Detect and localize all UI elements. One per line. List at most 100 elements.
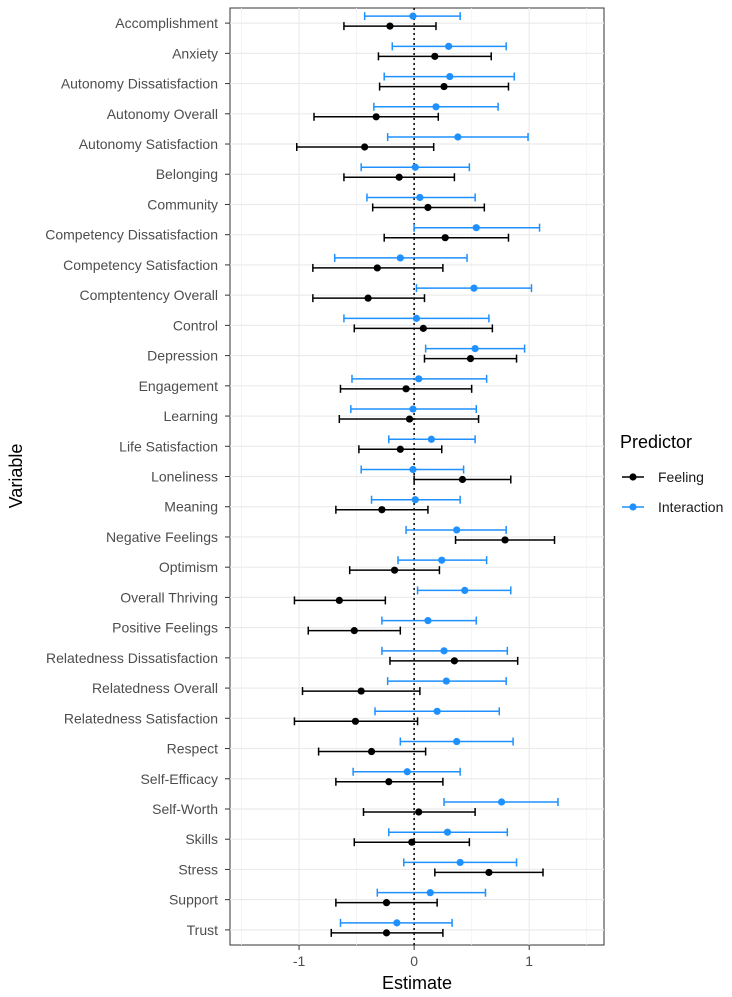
y-tick-label: Relatedness Dissatisfaction xyxy=(46,650,218,666)
estimate-point xyxy=(419,324,427,332)
estimate-point xyxy=(416,193,424,202)
estimate-point xyxy=(335,596,343,605)
y-tick-label: Comptentency Overall xyxy=(79,287,218,303)
estimate-point xyxy=(485,868,493,877)
estimate-point xyxy=(364,294,372,302)
estimate-point xyxy=(453,526,461,534)
y-tick-label: Learning xyxy=(164,408,219,424)
estimate-point xyxy=(411,163,419,171)
estimate-point xyxy=(427,435,435,443)
y-tick-label: Autonomy Satisfaction xyxy=(79,136,218,152)
y-tick-label: Depression xyxy=(147,348,218,364)
estimate-point xyxy=(466,354,475,363)
estimate-point xyxy=(445,42,453,50)
y-tick-label: Stress xyxy=(178,861,218,877)
estimate-point xyxy=(426,889,434,897)
estimate-point xyxy=(461,586,469,595)
estimate-point xyxy=(440,82,448,91)
estimate-point xyxy=(458,475,467,484)
y-tick-label: Skills xyxy=(185,831,218,847)
estimate-point xyxy=(442,677,450,685)
x-tick-label: 0 xyxy=(410,953,418,969)
y-tick-label: Meaning xyxy=(164,499,218,515)
estimate-point xyxy=(443,828,452,836)
estimate-point xyxy=(393,919,401,927)
estimate-point xyxy=(373,264,381,272)
estimate-point xyxy=(390,566,399,574)
estimate-point xyxy=(372,113,380,121)
y-tick-label: Control xyxy=(173,317,218,333)
y-tick-label: Support xyxy=(169,892,218,908)
y-tick-label: Overall Thriving xyxy=(120,589,218,605)
y-tick-label: Belonging xyxy=(156,166,218,182)
estimate-point xyxy=(432,103,440,111)
y-axis: Accomplishment Anxiety Autonomy Dissatisfa… xyxy=(45,15,230,938)
estimate-point xyxy=(454,133,462,141)
estimate-point xyxy=(367,747,376,756)
estimate-point xyxy=(450,657,458,665)
estimate-point xyxy=(382,929,391,937)
y-tick-label: Relatedness Satisfaction xyxy=(64,710,218,726)
estimate-point xyxy=(405,415,414,423)
estimate-point xyxy=(438,556,446,564)
estimate-point xyxy=(378,506,386,514)
estimate-point xyxy=(415,375,423,383)
estimate-point xyxy=(424,203,432,212)
legend-title: Predictor xyxy=(620,432,692,452)
y-tick-label: Respect xyxy=(167,741,218,757)
estimate-point xyxy=(385,778,393,786)
y-tick-label: Accomplishment xyxy=(115,15,218,31)
y-axis-title: Variable xyxy=(6,444,26,509)
estimate-point xyxy=(357,687,365,695)
y-tick-label: Positive Feelings xyxy=(112,620,218,636)
y-tick-label: Optimism xyxy=(159,559,218,575)
y-tick-label: Competency Satisfaction xyxy=(63,257,218,273)
estimate-point xyxy=(382,899,391,907)
x-axis-title: Estimate xyxy=(382,973,452,993)
estimate-point xyxy=(350,627,358,635)
estimate-point xyxy=(433,707,441,715)
estimate-point xyxy=(409,12,417,20)
estimate-point xyxy=(497,798,506,806)
x-axis: -1 0 1 xyxy=(293,945,533,969)
legend-key-point xyxy=(629,473,637,481)
y-tick-label: Autonomy Overall xyxy=(107,106,218,122)
y-tick-label: Self-Efficacy xyxy=(140,771,218,787)
estimate-point xyxy=(440,647,448,655)
estimate-point xyxy=(412,314,421,322)
legend: Predictor Feeling Interaction xyxy=(620,432,723,515)
data-marks xyxy=(293,12,559,937)
estimate-point xyxy=(501,536,509,544)
y-tick-label: Community xyxy=(147,196,218,212)
estimate-point xyxy=(396,445,404,453)
y-tick-label: Engagement xyxy=(139,378,219,394)
estimate-point xyxy=(403,768,411,776)
estimate-point xyxy=(446,72,454,81)
estimate-point xyxy=(402,385,410,393)
estimate-point xyxy=(386,22,394,30)
estimate-point xyxy=(351,717,360,725)
y-tick-label: Autonomy Dissatisfaction xyxy=(61,76,218,92)
estimate-point xyxy=(471,344,479,353)
legend-label: Interaction xyxy=(658,499,723,515)
y-tick-label: Life Satisfaction xyxy=(119,438,218,454)
estimate-point xyxy=(424,617,432,625)
x-tick-label: 1 xyxy=(525,953,533,969)
estimate-point xyxy=(409,405,417,413)
y-tick-label: Negative Feelings xyxy=(106,529,218,545)
estimate-point xyxy=(431,52,439,60)
estimate-point xyxy=(470,284,478,292)
estimate-point xyxy=(472,224,480,232)
estimate-point xyxy=(453,737,461,746)
estimate-point xyxy=(411,496,419,504)
y-tick-label: Competency Dissatisfaction xyxy=(45,227,218,243)
estimate-point xyxy=(409,465,417,474)
legend-key-point xyxy=(629,503,637,511)
y-tick-label: Anxiety xyxy=(172,45,218,61)
estimate-point xyxy=(396,254,404,262)
estimate-point xyxy=(408,838,416,846)
y-tick-label: Self-Worth xyxy=(152,801,218,817)
estimate-point xyxy=(441,234,449,242)
y-tick-label: Relatedness Overall xyxy=(92,680,218,696)
